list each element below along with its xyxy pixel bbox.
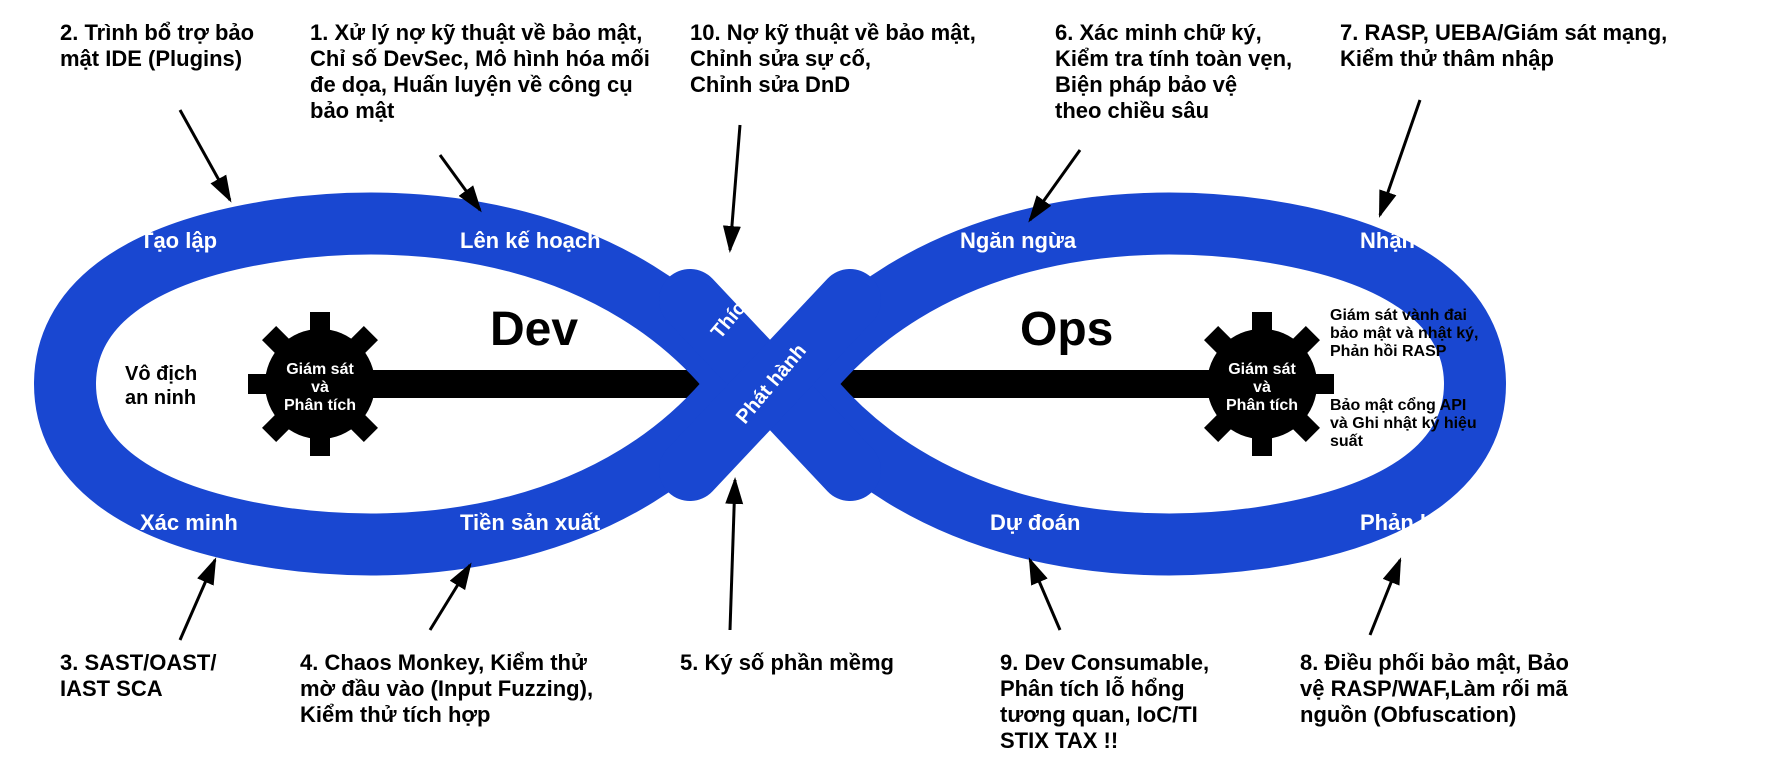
phase-tao-lap: Tạo lập xyxy=(140,228,217,253)
svg-text:Kiểm tra tính toàn vẹn,: Kiểm tra tính toàn vẹn, xyxy=(1055,46,1292,71)
right-inside-a2: bảo mật và nhật ký, xyxy=(1330,325,1479,342)
phase-phan-hoi: Phản hồi xyxy=(1360,510,1453,535)
svg-text:theo chiều sâu: theo chiều sâu xyxy=(1055,98,1209,123)
svg-text:6. Xác minh chữ ký,: 6. Xác minh chữ ký, xyxy=(1055,20,1262,45)
svg-text:đe dọa, Huấn luyện về công cụ: đe dọa, Huấn luyện về công cụ xyxy=(310,72,633,97)
svg-text:Kiểm thử tích hợp: Kiểm thử tích hợp xyxy=(300,702,490,727)
annotation-6: 6. Xác minh chữ ký, Kiểm tra tính toàn v… xyxy=(1055,20,1292,123)
annotation-9: 9. Dev Consumable, Phân tích lỗ hổng tươ… xyxy=(1000,650,1209,753)
svg-text:Kiểm thử thâm nhập: Kiểm thử thâm nhập xyxy=(1340,46,1554,71)
svg-text:1. Xử lý nợ kỹ thuật về bảo mậ: 1. Xử lý nợ kỹ thuật về bảo mật, xyxy=(310,20,642,45)
svg-text:9. Dev Consumable,: 9. Dev Consumable, xyxy=(1000,650,1209,675)
svg-text:2. Trình bổ trợ bảo: 2. Trình bổ trợ bảo xyxy=(60,20,254,45)
svg-text:4. Chaos Monkey, Kiểm thử: 4. Chaos Monkey, Kiểm thử xyxy=(300,650,587,675)
ops-label: Ops xyxy=(1020,303,1113,356)
right-inside-a3: Phản hồi RASP xyxy=(1330,343,1447,360)
right-inside-a1: Giám sát vành đai xyxy=(1330,307,1467,324)
annotation-3: 3. SAST/OAST/ IAST SCA xyxy=(60,650,216,701)
svg-text:Phân tích lỗ hổng: Phân tích lỗ hổng xyxy=(1000,676,1185,701)
svg-text:nguồn (Obfuscation): nguồn (Obfuscation) xyxy=(1300,702,1516,727)
svg-text:10. Nợ kỹ thuật về bảo mật,: 10. Nợ kỹ thuật về bảo mật, xyxy=(690,20,976,45)
gear-left: Giám sát và Phân tích xyxy=(248,312,392,456)
annotation-7: 7. RASP, UEBA/Giám sát mạng, Kiểm thử th… xyxy=(1340,20,1667,71)
arrow xyxy=(1030,560,1060,630)
arrow xyxy=(180,560,215,640)
svg-text:5. Ký số phần mềmg: 5. Ký số phần mềmg xyxy=(680,650,894,675)
right-inside-b1: Bảo mật cổng API xyxy=(1330,396,1466,414)
svg-text:tương quan, IoC/TI: tương quan, IoC/TI xyxy=(1000,702,1198,727)
phase-tien-san-xuat: Tiền sản xuất xyxy=(460,510,601,535)
left-inside-1: Vô địch xyxy=(125,363,197,385)
svg-text:IAST SCA: IAST SCA xyxy=(60,676,163,701)
phase-nhan-dien: Nhận diện xyxy=(1360,228,1466,253)
arrow xyxy=(730,480,735,630)
right-inside-b2: và Ghi nhật ký hiệu xyxy=(1330,415,1477,432)
annotation-1: 1. Xử lý nợ kỹ thuật về bảo mật, Chỉ số … xyxy=(310,20,650,123)
phase-xac-minh: Xác minh xyxy=(140,510,238,535)
arrow xyxy=(180,110,230,200)
gear-right-l3: Phân tích xyxy=(1226,397,1298,414)
gear-left-l3: Phân tích xyxy=(284,397,356,414)
phase-len-ke-hoach: Lên kế hoạch xyxy=(460,228,601,253)
gear-left-l1: Giám sát xyxy=(286,361,354,378)
dev-label: Dev xyxy=(490,303,578,356)
annotation-8: 8. Điều phối bảo mật, Bảo vệ RASP/WAF,Là… xyxy=(1300,650,1569,727)
svg-text:mật IDE (Plugins): mật IDE (Plugins) xyxy=(60,46,242,71)
annotation-4: 4. Chaos Monkey, Kiểm thử mờ đầu vào (In… xyxy=(300,650,593,727)
left-inside-2: an ninh xyxy=(125,387,196,409)
devsecops-infinity-diagram: Giám sát và Phân tích Giám sát và Phân t… xyxy=(0,0,1791,773)
annotation-2: 2. Trình bổ trợ bảo mật IDE (Plugins) xyxy=(60,20,254,71)
phase-ngan-ngua: Ngăn ngừa xyxy=(960,228,1077,253)
arrow xyxy=(430,565,470,630)
gear-left-l2: và xyxy=(311,379,329,396)
svg-text:vệ RASP/WAF,Làm rối mã: vệ RASP/WAF,Làm rối mã xyxy=(1300,676,1569,701)
svg-text:8. Điều phối bảo mật, Bảo: 8. Điều phối bảo mật, Bảo xyxy=(1300,650,1569,675)
svg-text:Chỉnh sửa sự cố,: Chỉnh sửa sự cố, xyxy=(690,46,871,71)
arrow xyxy=(730,125,740,250)
arrow xyxy=(1370,560,1400,635)
svg-text:bảo mật: bảo mật xyxy=(310,98,395,123)
annotation-10: 10. Nợ kỹ thuật về bảo mật, Chỉnh sửa sự… xyxy=(690,20,976,97)
gear-right: Giám sát và Phân tích xyxy=(1190,312,1334,456)
arrow xyxy=(1380,100,1420,215)
svg-text:STIX TAX !!: STIX TAX !! xyxy=(1000,728,1118,753)
right-inside-b3: suất xyxy=(1330,433,1364,450)
gear-right-l1: Giám sát xyxy=(1228,361,1296,378)
svg-text:Biện pháp bảo vệ: Biện pháp bảo vệ xyxy=(1055,72,1237,97)
gear-right-l2: và xyxy=(1253,379,1271,396)
annotation-5: 5. Ký số phần mềmg xyxy=(680,650,894,675)
svg-text:7. RASP, UEBA/Giám sát mạng,: 7. RASP, UEBA/Giám sát mạng, xyxy=(1340,20,1667,45)
svg-text:3. SAST/OAST/: 3. SAST/OAST/ xyxy=(60,650,216,675)
svg-text:mờ đầu vào (Input Fuzzing),: mờ đầu vào (Input Fuzzing), xyxy=(300,676,593,701)
svg-text:Chỉnh sửa DnD: Chỉnh sửa DnD xyxy=(690,72,850,97)
svg-text:Chỉ số DevSec, Mô hình hóa mối: Chỉ số DevSec, Mô hình hóa mối xyxy=(310,46,650,71)
phase-du-doan: Dự đoán xyxy=(990,510,1080,535)
